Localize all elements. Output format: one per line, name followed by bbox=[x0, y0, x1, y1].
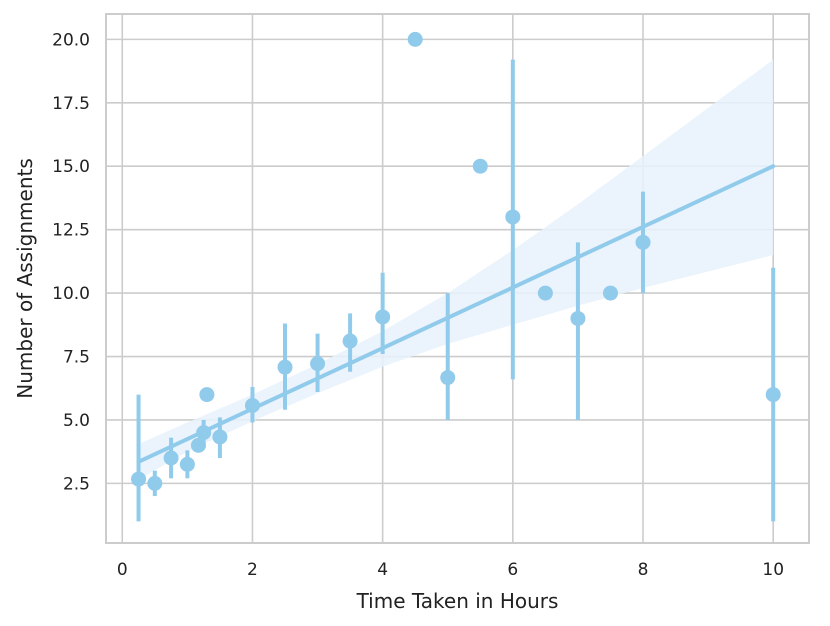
y-tick-label: 20.0 bbox=[52, 30, 90, 50]
x-tick-labels: 0 2 4 6 8 10 bbox=[117, 560, 784, 580]
regression-line-group bbox=[136, 164, 776, 464]
y-tick-labels: 2.5 5.0 7.5 10.0 12.5 15.0 17.5 20.0 bbox=[52, 30, 90, 494]
x-tick-label: 8 bbox=[638, 560, 649, 580]
data-point bbox=[199, 387, 215, 403]
data-point bbox=[342, 333, 358, 349]
data-point bbox=[179, 456, 195, 472]
data-point bbox=[277, 359, 293, 375]
data-point bbox=[244, 397, 260, 413]
data-points-group bbox=[131, 31, 781, 491]
gridlines bbox=[106, 14, 809, 543]
data-point bbox=[635, 234, 651, 250]
y-tick-label: 2.5 bbox=[63, 474, 90, 494]
data-point bbox=[602, 285, 618, 301]
x-tick-label: 10 bbox=[762, 560, 784, 580]
data-point bbox=[310, 356, 326, 372]
data-point bbox=[440, 370, 456, 386]
y-tick-label: 12.5 bbox=[52, 221, 90, 241]
data-point bbox=[190, 437, 206, 453]
confidence-band bbox=[138, 59, 774, 480]
y-tick-label: 17.5 bbox=[52, 94, 90, 114]
y-tick-label: 15.0 bbox=[52, 157, 90, 177]
data-point bbox=[131, 471, 147, 487]
y-tick-label: 7.5 bbox=[63, 348, 90, 368]
x-tick-label: 6 bbox=[507, 560, 518, 580]
y-axis-label: Number of Assignments bbox=[13, 158, 37, 399]
confidence-band-group bbox=[138, 59, 774, 480]
data-point bbox=[537, 285, 553, 301]
regression-line bbox=[136, 164, 776, 464]
y-tick-label: 5.0 bbox=[63, 411, 90, 431]
x-tick-label: 4 bbox=[377, 560, 388, 580]
data-point bbox=[505, 209, 521, 225]
y-tick-label: 10.0 bbox=[52, 284, 90, 304]
plot-frame bbox=[105, 13, 810, 544]
data-point bbox=[212, 429, 228, 445]
x-axis-label: Time Taken in Hours bbox=[356, 589, 559, 613]
data-point bbox=[472, 158, 488, 174]
x-tick-label: 2 bbox=[247, 560, 258, 580]
data-point bbox=[407, 31, 423, 47]
data-point bbox=[375, 309, 391, 325]
data-point bbox=[147, 475, 163, 491]
data-point bbox=[163, 450, 179, 466]
x-tick-label: 0 bbox=[117, 560, 128, 580]
data-point bbox=[196, 425, 212, 441]
data-point bbox=[570, 310, 586, 326]
data-point bbox=[765, 387, 781, 403]
